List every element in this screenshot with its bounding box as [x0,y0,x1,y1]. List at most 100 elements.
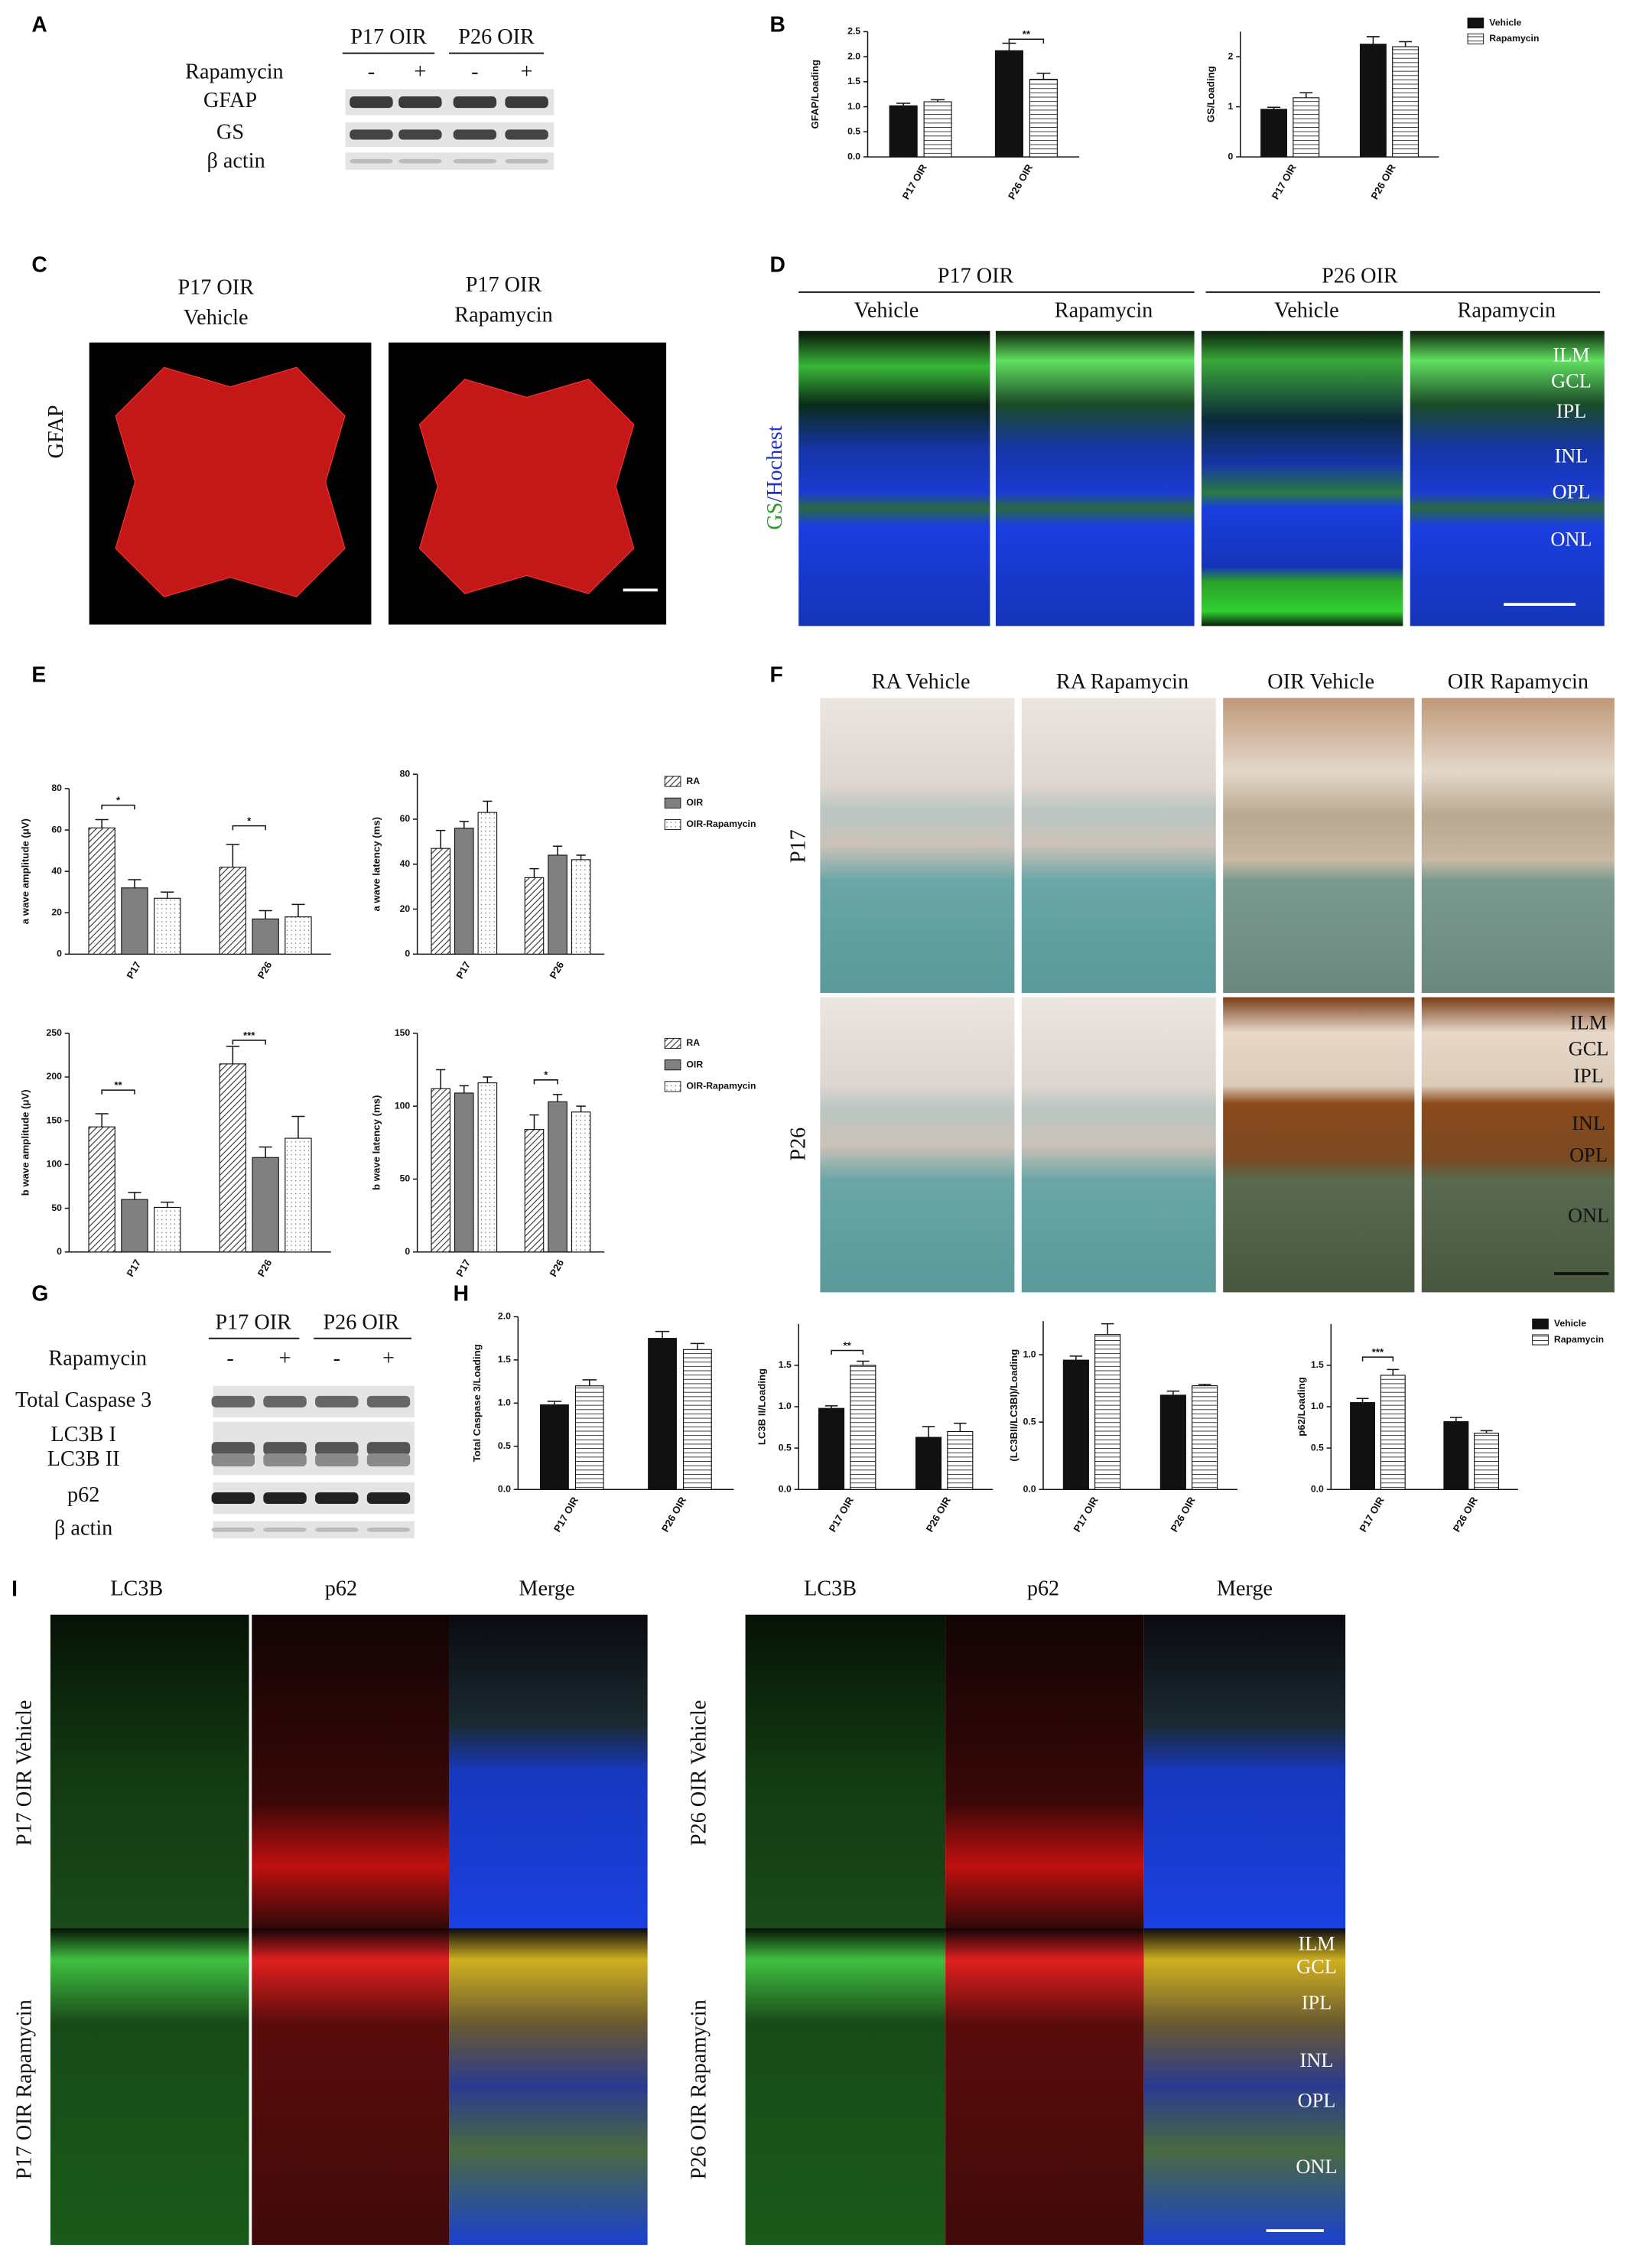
legend-label: Rapamycin [1489,33,1539,44]
significance-bracket [831,1349,864,1355]
column-title: Vehicle [854,299,919,323]
y-tick-label: 20 [51,906,62,917]
bar [1474,1433,1500,1490]
bar [1293,97,1320,158]
bar [431,1088,450,1253]
panel-label: I [11,1576,18,1600]
x-tick-label: P17 [124,959,143,981]
bar [889,105,918,158]
stain-blue: /Hochest [763,425,787,502]
treatment-mark: + [414,60,426,83]
y-tick-label: 40 [51,865,62,876]
blot-strip [345,152,554,170]
layer-label: OPL [1298,2090,1336,2112]
bar [219,867,247,955]
column-title: Vehicle [1274,299,1339,323]
treatment-mark: + [382,1346,395,1370]
bar [548,854,567,955]
y-tick-label: 0 [405,949,410,959]
y-tick-label: 1.0 [779,1401,792,1411]
legend-label: OIR-Rapamycin [686,818,756,829]
y-tick-label: 2.0 [847,50,860,61]
x-tick-label: P26 OIR [924,1495,953,1534]
micrograph [1201,330,1403,626]
blot-band [366,1453,411,1467]
significance-bracket [101,804,135,810]
panel-label: B [770,11,785,36]
blot-group: P26 OIR [323,1310,399,1334]
micrograph [449,1928,648,2245]
column-title: Rapamycin [1458,299,1556,323]
group-title: P17 OIR [938,265,1014,288]
significance-label: ** [844,1339,852,1351]
band-label: p62 [67,1483,99,1507]
y-tick-label: 50 [400,1173,411,1184]
blot-band [366,1492,411,1505]
micrograph [1021,997,1216,1293]
bar [923,101,952,158]
stain-label: GFAP [44,405,68,458]
bar [947,1430,974,1490]
panel-label: F [770,662,783,687]
bar [682,1349,712,1490]
micrograph [745,1614,946,1929]
blot-band [350,158,393,164]
row-title: P26 OIR Vehicle [688,1700,711,1846]
bar [1392,46,1419,158]
bar [1062,1359,1089,1490]
y-tick-label: 80 [51,783,62,793]
bar [994,50,1023,158]
y-tick-label: 2.5 [847,26,860,37]
legend-swatch [664,776,681,787]
y-tick-label: 1.5 [498,1354,511,1365]
legend-label: Vehicle [1554,1318,1586,1329]
bar [154,897,181,955]
treatment-mark: - [226,1346,233,1370]
layer-label: ONL [1550,528,1592,550]
column-title: P17 OIR [466,273,542,297]
micrograph [1223,997,1415,1293]
significance-bracket [101,1089,135,1095]
significance-bracket [533,1079,558,1085]
blot-band [366,1528,411,1532]
column-title: LC3B [804,1577,857,1600]
x-tick-label: P26 OIR [1451,1495,1480,1534]
blot-band [315,1395,359,1407]
y-tick-label: 50 [51,1202,62,1213]
y-tick-label: 0.0 [1311,1483,1324,1494]
layer-label: IPL [1556,400,1587,422]
y-tick-label: 1.5 [1311,1359,1324,1370]
bar [1380,1375,1406,1490]
legend-label: OIR [686,1059,703,1069]
band-label: GS [216,120,244,144]
legend-swatch [1532,1334,1549,1346]
micrograph [1143,1614,1346,1929]
y-axis-label: b wave latency (ms) [370,1095,382,1190]
bar [524,1129,545,1253]
layer-label: OPL [1569,1144,1608,1167]
bar [1159,1394,1186,1490]
bar [1350,1402,1376,1490]
flatmount [115,366,346,597]
y-tick-label: 0.5 [779,1442,792,1453]
micrograph [1421,997,1615,1293]
x-tick-label: P17 [124,1258,143,1279]
x-tick-label: P26 OIR [1169,1495,1198,1534]
x-tick-label: P26 [548,1258,567,1279]
blot-band [263,1492,307,1505]
layer-label: GCL [1296,1956,1337,1978]
y-axis-label: b wave amplitude (μV) [19,1089,31,1196]
stain-green: GS [763,503,787,530]
layer-label: GCL [1551,369,1592,392]
bar [252,918,279,955]
micrograph [820,698,1015,994]
layer-label: OPL [1553,480,1591,503]
y-tick-label: 0.0 [498,1483,511,1494]
x-tick-label: P26 [255,1258,275,1279]
blot-band [315,1442,359,1456]
micrograph [50,1614,249,1929]
micrograph [945,1614,1144,1929]
bar [1260,109,1288,158]
bar [540,1404,569,1490]
